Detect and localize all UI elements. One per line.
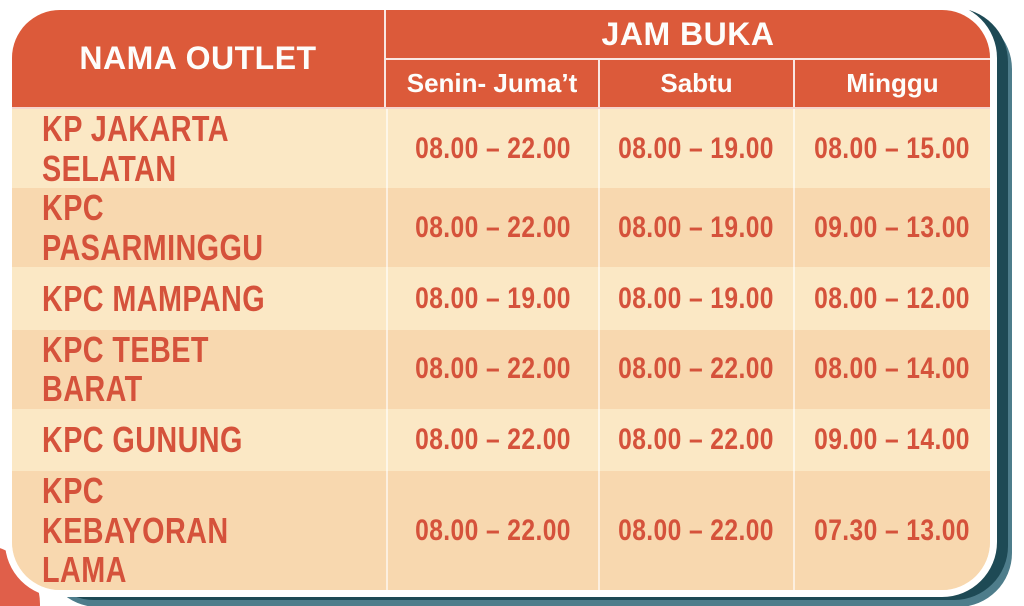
outlet-name: KPC MAMPANG xyxy=(42,277,266,319)
column-header-sunday: Minggu xyxy=(793,60,990,107)
outlet-name: KPC TEBET BARAT xyxy=(42,329,209,409)
table-row: KPC MAMPANG 08.00 – 19.00 08.00 – 19.00 … xyxy=(12,267,990,330)
table-body: KP JAKARTA SELATAN 08.00 – 22.00 08.00 –… xyxy=(12,109,990,590)
saturday-hours-cell: 08.00 – 19.00 xyxy=(598,109,793,189)
table-row: KPC KEBAYORAN LAMA 08.00 – 22.00 08.00 –… xyxy=(12,471,990,590)
hours-value: 08.00 – 22.00 xyxy=(415,131,571,165)
saturday-hours-cell: 08.00 – 19.00 xyxy=(598,267,793,330)
hours-value: 09.00 – 13.00 xyxy=(814,210,971,244)
outlet-name: KP JAKARTA SELATAN xyxy=(42,109,228,189)
saturday-hours-cell: 08.00 – 22.00 xyxy=(598,408,793,472)
hours-value: 08.00 – 22.00 xyxy=(415,423,571,457)
hours-value: 08.00 – 22.00 xyxy=(618,352,775,386)
saturday-hours-cell: 08.00 – 22.00 xyxy=(598,329,793,409)
hours-value: 08.00 – 22.00 xyxy=(618,513,775,547)
hours-value: 08.00 – 19.00 xyxy=(618,210,775,244)
weekday-hours-cell: 08.00 – 22.00 xyxy=(386,408,598,472)
table-row: KPC PASARMINGGU 08.00 – 22.00 08.00 – 19… xyxy=(12,188,990,268)
outlet-name: KPC KEBAYORAN LAMA xyxy=(42,471,229,590)
weekday-hours-cell: 08.00 – 22.00 xyxy=(386,188,598,268)
hours-header-group: JAM BUKA Senin- Juma’t Sabtu Minggu xyxy=(386,10,990,107)
hours-value: 08.00 – 19.00 xyxy=(618,131,775,165)
outlet-name-cell: KPC KEBAYORAN LAMA xyxy=(12,471,386,590)
weekday-hours-cell: 08.00 – 19.00 xyxy=(386,267,598,330)
sunday-hours-cell: 08.00 – 15.00 xyxy=(793,109,990,189)
sunday-hours-cell: 08.00 – 14.00 xyxy=(793,329,990,409)
table-row: KP JAKARTA SELATAN 08.00 – 22.00 08.00 –… xyxy=(12,109,990,189)
weekday-hours-cell: 08.00 – 22.00 xyxy=(386,329,598,409)
table-row: KPC TEBET BARAT 08.00 – 22.00 08.00 – 22… xyxy=(12,329,990,409)
outlet-name-cell: KPC TEBET BARAT xyxy=(12,330,386,409)
column-header-weekdays: Senin- Juma’t xyxy=(406,68,578,98)
hours-value: 08.00 – 22.00 xyxy=(415,352,571,386)
outlet-name-cell: KPC GUNUNG xyxy=(12,409,386,471)
outlet-name: KPC GUNUNG xyxy=(42,419,243,461)
outlet-name-cell: KPC MAMPANG xyxy=(12,267,386,329)
weekday-hours-cell: 08.00 – 22.00 xyxy=(386,109,598,189)
column-header-hours: JAM BUKA xyxy=(386,10,990,60)
saturday-hours-cell: 08.00 – 19.00 xyxy=(598,188,793,268)
sunday-hours-cell: 09.00 – 13.00 xyxy=(793,188,990,268)
outlet-name: KPC PASARMINGGU xyxy=(42,188,264,268)
hours-value: 08.00 – 19.00 xyxy=(618,281,775,315)
sunday-hours-cell: 08.00 – 12.00 xyxy=(793,267,990,330)
hours-value: 08.00 – 14.00 xyxy=(814,352,971,386)
hours-value: 08.00 – 15.00 xyxy=(814,131,971,165)
opening-hours-table: NAMA OUTLET JAM BUKA Senin- Juma’t Sabtu… xyxy=(12,10,990,590)
outlet-name-cell: KP JAKARTA SELATAN xyxy=(12,109,386,188)
hours-value: 08.00 – 22.00 xyxy=(415,210,571,244)
hours-value: 08.00 – 12.00 xyxy=(814,281,971,315)
column-header-outlet: NAMA OUTLET xyxy=(12,10,386,107)
sunday-hours-cell: 09.00 – 14.00 xyxy=(793,408,990,472)
weekday-hours-cell: 08.00 – 22.00 xyxy=(386,471,598,590)
outlet-name-cell: KPC PASARMINGGU xyxy=(12,188,386,267)
hours-value: 08.00 – 22.00 xyxy=(415,513,571,547)
hours-value: 08.00 – 19.00 xyxy=(415,281,571,315)
table-row: KPC GUNUNG 08.00 – 22.00 08.00 – 22.00 0… xyxy=(12,408,990,472)
day-subheaders: Senin- Juma’t Sabtu Minggu xyxy=(386,60,990,107)
hours-value: 08.00 – 22.00 xyxy=(618,423,775,457)
saturday-hours-cell: 08.00 – 22.00 xyxy=(598,471,793,590)
column-header-saturday: Sabtu xyxy=(598,60,793,107)
hours-value: 09.00 – 14.00 xyxy=(814,423,971,457)
table-header: NAMA OUTLET JAM BUKA Senin- Juma’t Sabtu… xyxy=(12,10,990,109)
hours-value: 07.30 – 13.00 xyxy=(814,513,971,547)
sunday-hours-cell: 07.30 – 13.00 xyxy=(793,471,990,590)
